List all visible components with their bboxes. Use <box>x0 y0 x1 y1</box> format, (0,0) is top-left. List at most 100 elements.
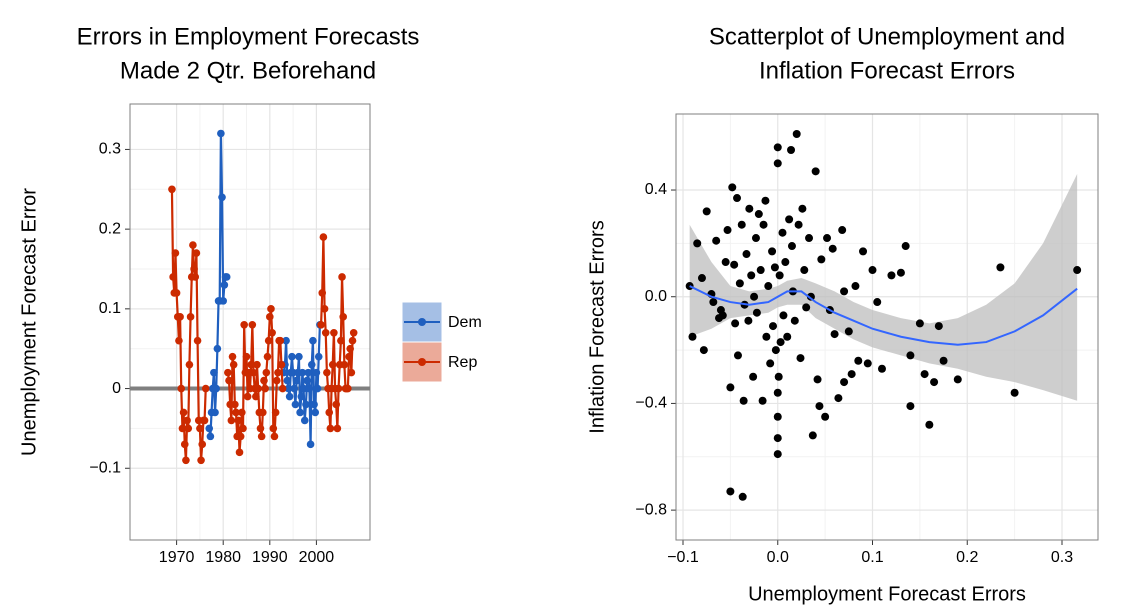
scatter-point <box>996 263 1005 272</box>
data-point <box>206 432 215 441</box>
scatter-point <box>733 194 742 203</box>
data-point <box>295 352 303 361</box>
scatter-point <box>901 242 910 251</box>
data-point <box>290 384 299 393</box>
scatter-point <box>723 226 732 235</box>
data-point <box>222 273 231 281</box>
data-point <box>242 352 251 361</box>
scatter-point <box>778 228 787 237</box>
data-point <box>339 313 348 321</box>
data-point <box>332 400 341 409</box>
data-point <box>198 440 207 449</box>
scatter-point <box>823 234 832 243</box>
scatter-point <box>779 311 788 320</box>
scatter-point <box>726 383 735 392</box>
scatter-point <box>821 412 830 421</box>
confidence-band <box>689 174 1078 401</box>
data-point <box>323 368 331 377</box>
scatter-point <box>709 298 718 307</box>
data-point <box>297 392 306 401</box>
scatter-point <box>750 292 759 301</box>
data-point <box>288 352 296 361</box>
data-point <box>320 305 329 313</box>
data-point <box>340 360 349 369</box>
x-tick-label: 1970 <box>159 549 195 566</box>
scatter-point <box>873 298 882 307</box>
data-point <box>252 392 260 401</box>
data-point <box>302 400 310 409</box>
scatter-point <box>758 396 767 405</box>
scatter-point <box>766 359 775 368</box>
data-point <box>311 408 320 417</box>
y-tick-label: −0.4 <box>635 395 667 412</box>
scatter-point <box>863 359 872 368</box>
scatter-point <box>697 274 706 283</box>
scatter-point <box>773 159 782 168</box>
scatter-point <box>764 282 773 291</box>
data-point <box>296 408 304 417</box>
data-point <box>325 408 334 417</box>
data-point <box>274 368 282 377</box>
data-point <box>270 432 279 441</box>
scatter-point <box>745 204 754 213</box>
data-point <box>318 289 327 297</box>
data-point <box>269 424 278 433</box>
data-point <box>169 273 177 281</box>
y-tick-label: 0.3 <box>99 141 121 158</box>
data-point <box>299 384 308 393</box>
data-point <box>182 456 190 465</box>
data-point <box>284 384 293 393</box>
data-point <box>196 424 204 433</box>
scatter-point <box>739 396 748 405</box>
scatter-point <box>877 364 886 373</box>
data-point <box>249 368 258 377</box>
data-point <box>300 416 309 425</box>
chart-title: Scatterplot of Unemployment and <box>709 23 1065 50</box>
data-point <box>168 185 176 194</box>
x-tick-label: 0.0 <box>767 549 789 566</box>
y-tick-label: 0.0 <box>645 288 667 305</box>
data-point <box>179 408 188 417</box>
y-tick-label: 0 <box>112 380 121 397</box>
scatter-point <box>756 266 765 275</box>
scatter-point <box>773 412 782 421</box>
scatter-point <box>840 287 849 296</box>
data-point <box>213 344 222 353</box>
scatter-point <box>854 356 863 365</box>
scatter-point <box>868 266 877 275</box>
scatter-point <box>771 346 780 355</box>
x-tick-label: 1990 <box>252 549 288 566</box>
scatter-point <box>838 226 847 235</box>
data-point <box>201 384 210 393</box>
scatter-point <box>817 255 826 264</box>
data-point <box>234 416 243 425</box>
data-point <box>264 336 273 345</box>
data-point <box>321 328 330 337</box>
series-line <box>208 133 227 437</box>
data-point <box>319 233 328 241</box>
scatter-point <box>906 351 915 360</box>
scatter-point <box>840 378 849 387</box>
data-point <box>260 376 268 385</box>
scatter-point <box>737 220 746 229</box>
legend-label: Dem <box>448 314 482 331</box>
scatter-point <box>939 356 948 365</box>
scatter-point <box>699 346 708 355</box>
data-point <box>231 400 239 409</box>
scatter-point <box>800 266 809 275</box>
data-point <box>277 360 286 369</box>
data-point <box>229 360 238 369</box>
legend-key-point <box>418 358 426 366</box>
data-point <box>348 336 357 345</box>
data-point <box>224 368 232 377</box>
data-point <box>292 376 301 385</box>
data-point <box>186 313 195 321</box>
data-point <box>344 384 352 393</box>
scatter-point <box>930 378 939 387</box>
data-point <box>253 360 261 369</box>
scatter-point <box>693 239 702 248</box>
scatter-point <box>721 258 730 267</box>
scatter-point <box>811 167 820 176</box>
legend-key-point <box>418 318 426 326</box>
data-point <box>337 336 345 345</box>
